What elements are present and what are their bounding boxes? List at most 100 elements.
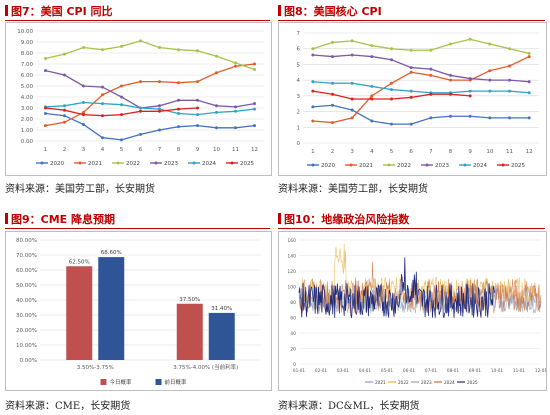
bar-value-label: 62.50%	[69, 259, 90, 265]
legend-label: 2025	[467, 380, 478, 385]
y-tick-label: 50.00%	[16, 283, 37, 289]
bar-前日概率	[208, 312, 235, 360]
geopolitical-risk-chart: 0 20 40 60 80 100 120 140 160 01-01 02-01 03-01 04-0…	[287, 238, 547, 385]
x-tick-label: 9	[196, 147, 200, 153]
data-point-2022	[488, 42, 492, 46]
legend-marker-2021	[78, 161, 82, 165]
x-tick-label: 04-01	[359, 368, 372, 373]
data-point-2023	[527, 80, 531, 84]
data-point-2021	[120, 84, 123, 88]
data-point-2025	[311, 89, 315, 93]
data-point-2022	[468, 37, 472, 41]
cpi-yoy-chart: 0.00 1.00 2.00 3.00 4.00 5.00 6.00 7.00 8.00 9.00…	[17, 29, 264, 167]
x-tick-label: 02-01	[315, 368, 328, 373]
data-point-2021	[331, 121, 334, 125]
legend-label: 2022	[398, 380, 409, 385]
data-point-2022	[63, 52, 66, 56]
legend-marker-2025	[230, 161, 234, 165]
x-tick-label: 11	[506, 149, 513, 155]
legend-marker-2021	[349, 163, 353, 167]
x-tick-label: 10	[213, 147, 220, 153]
data-point-2024	[409, 89, 413, 93]
data-point-2020	[139, 132, 142, 136]
data-point-2025	[139, 109, 142, 113]
data-point-2023	[215, 104, 218, 108]
data-point-2024	[350, 81, 354, 85]
y-tick-label: 80.00%	[16, 238, 37, 244]
legend-marker-2020	[311, 163, 315, 167]
legend-marker-2024	[463, 163, 467, 167]
x-tick-label: 07-01	[425, 368, 438, 373]
x-tick-label: 1	[44, 147, 48, 153]
series-line-2021	[45, 63, 255, 127]
bar-前日概率	[98, 257, 125, 360]
title-marker-icon	[5, 213, 8, 224]
y-tick-label: 0	[293, 362, 296, 368]
data-point-2025	[196, 106, 199, 110]
series-line-2020	[45, 112, 255, 141]
data-point-2022	[253, 68, 256, 71]
data-point-2023	[101, 85, 104, 89]
data-point-2021	[253, 62, 256, 66]
series-line-2023	[312, 54, 530, 83]
y-tick-label: 9.00	[21, 40, 34, 46]
data-point-2024	[527, 91, 531, 95]
y-tick-label: 70.00%	[16, 253, 37, 259]
data-point-2020	[449, 114, 452, 118]
data-point-2020	[101, 136, 104, 140]
legend-label: 2023	[421, 380, 432, 385]
x-tick-label: 3	[350, 149, 354, 155]
y-tick-label: 40.00%	[16, 298, 37, 304]
x-tick-label: 2	[331, 149, 335, 155]
data-point-2022	[234, 61, 237, 65]
data-point-2021	[409, 70, 413, 74]
series-line-2020	[312, 104, 530, 125]
x-tick-label: 12	[251, 147, 258, 153]
data-point-2023	[177, 98, 180, 102]
series-line-2024	[45, 101, 255, 116]
data-point-2023	[82, 84, 85, 88]
data-point-2025	[449, 92, 452, 96]
y-tick-label: 60.00%	[16, 268, 37, 274]
figure-7-title: 图7：美国 CPI 同比	[5, 4, 113, 20]
figure-9-title: 图9：CME 降息预期	[5, 212, 115, 228]
data-point-2024	[139, 106, 142, 110]
figure-10-title: 图10：地缘政治风险指数	[278, 212, 409, 228]
x-tick-label: 03-01	[337, 368, 350, 373]
y-tick-label: 10.00%	[16, 343, 37, 349]
title-marker-icon	[5, 5, 8, 16]
data-point-2024	[158, 107, 161, 111]
data-point-2025	[44, 106, 47, 110]
data-point-2020	[196, 124, 199, 128]
data-point-2020	[331, 103, 334, 107]
x-category-label: 3.75%-4.00% (当前利率)	[173, 363, 238, 371]
series-line-2025	[298, 257, 495, 318]
y-tick-label: 20	[290, 347, 296, 353]
data-point-2021	[350, 116, 354, 120]
data-point-2020	[429, 116, 433, 120]
y-tick-label: 0.00	[21, 139, 34, 145]
data-point-2023	[44, 69, 47, 73]
data-point-2024	[215, 110, 218, 114]
x-tick-label: 4	[370, 149, 374, 155]
data-point-2022	[82, 46, 85, 49]
data-point-2021	[177, 81, 180, 85]
legend-label: 2020	[321, 163, 335, 169]
data-point-2023	[331, 55, 334, 59]
legend-label: 2025	[240, 161, 254, 167]
data-point-2023	[488, 78, 492, 82]
y-tick-label: 5	[297, 62, 301, 68]
x-tick-label: 09-01	[469, 368, 482, 373]
legend-label: 2025	[511, 163, 525, 169]
bar-今日概率	[66, 266, 93, 360]
y-tick-label: 2	[297, 110, 301, 116]
x-tick-label: 01-01	[293, 368, 306, 373]
data-point-2022	[177, 48, 180, 52]
data-point-2020	[488, 116, 492, 120]
x-tick-label: 10-01	[491, 368, 504, 373]
figure-9-chart-frame: 0.00% 10.00% 20.00% 30.00% 40.00% 50.00% 60.00…	[5, 231, 272, 391]
data-point-2025	[331, 92, 334, 96]
legend-label: 2023	[164, 161, 178, 167]
legend-label: 2023	[435, 163, 449, 169]
data-point-2021	[63, 120, 66, 124]
